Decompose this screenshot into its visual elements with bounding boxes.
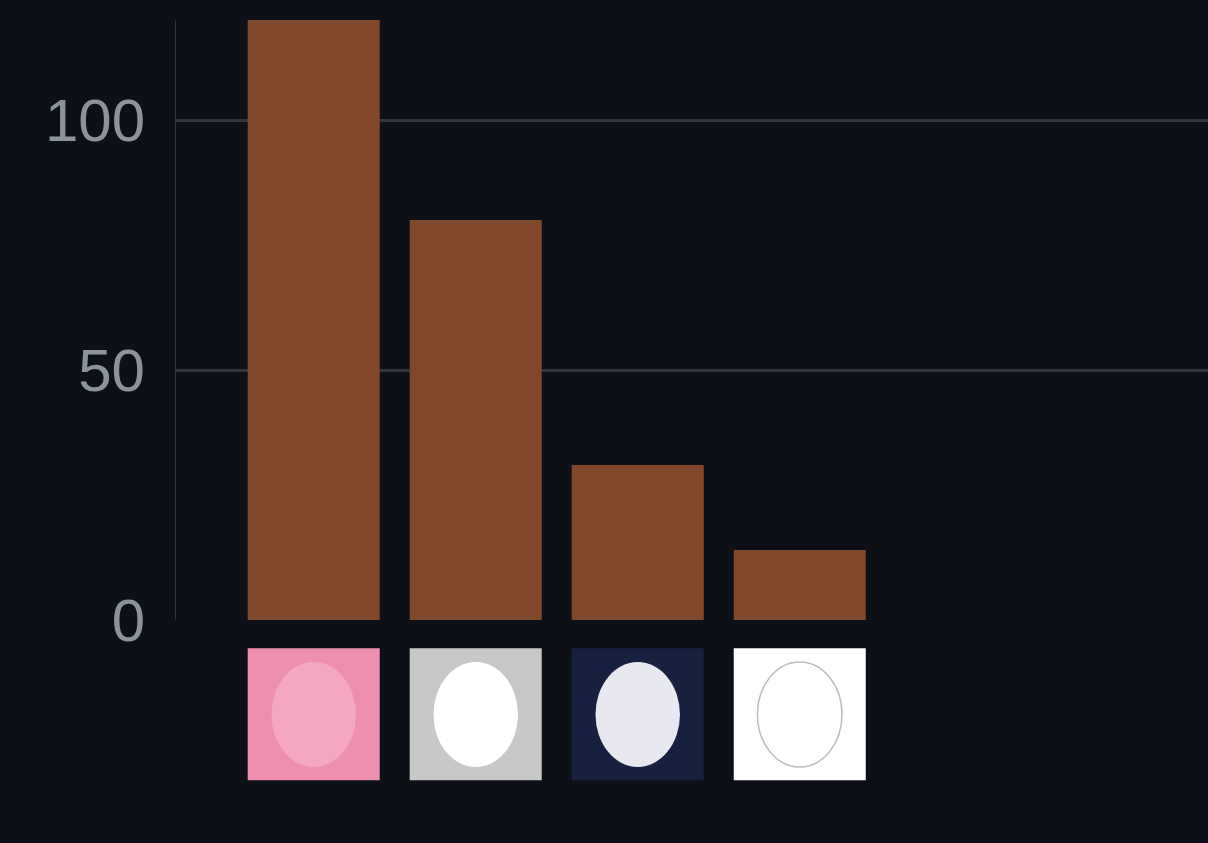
- svg-text:50: 50: [78, 337, 145, 404]
- svg-text:0: 0: [112, 587, 145, 654]
- svg-text:100: 100: [45, 87, 145, 154]
